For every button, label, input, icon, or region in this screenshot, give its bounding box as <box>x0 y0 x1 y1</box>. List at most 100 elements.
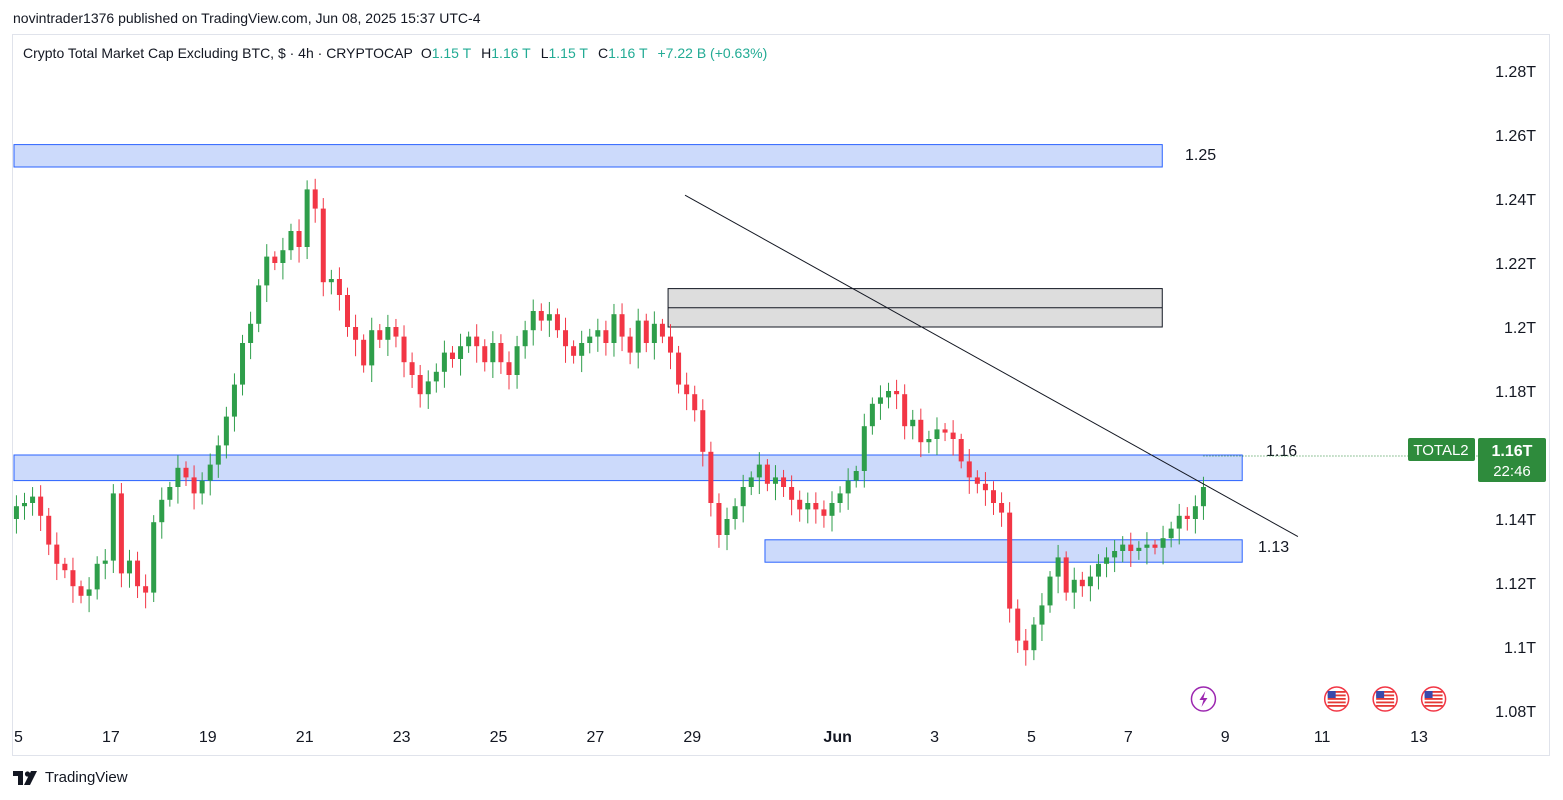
candle-down <box>643 320 649 343</box>
us-flag-icon-stripe <box>1424 698 1443 700</box>
candle-up <box>441 352 447 372</box>
candle-up <box>30 496 36 503</box>
candle-up <box>1136 547 1142 551</box>
legend-symbol[interactable]: Crypto Total Market Cap Excluding BTC, $… <box>23 45 413 61</box>
x-tick-label: 19 <box>199 729 217 746</box>
us-flag-icon[interactable] <box>1420 686 1447 712</box>
descending-trendline <box>684 194 1299 538</box>
lightning-icon[interactable] <box>1190 686 1217 712</box>
candle-down <box>619 314 625 337</box>
us-flag-icon-stripe <box>1424 694 1443 697</box>
price-tag-bg <box>1478 438 1546 482</box>
candle-up <box>611 314 617 343</box>
candle-down <box>312 189 318 209</box>
legend-high-value: 1.16 T <box>491 45 531 61</box>
candle-up <box>248 323 254 343</box>
candle-up <box>772 477 778 484</box>
candle-down <box>684 384 690 395</box>
last-price-tag: TOTAL2 1.16T 22:46 <box>1203 438 1546 482</box>
candle-up <box>1192 506 1198 519</box>
x-tick-label: 27 <box>587 729 605 746</box>
us-flag-icon-stripe <box>1327 691 1346 693</box>
candle-down <box>571 346 577 356</box>
candle-up <box>1039 605 1045 625</box>
candle-down <box>409 362 415 375</box>
zones-layer <box>13 144 1243 563</box>
candle-down <box>764 464 770 484</box>
footer-brand[interactable]: TradingView <box>13 769 128 786</box>
us-flag-icon-stripe <box>1376 691 1395 693</box>
candle-down <box>78 586 84 596</box>
tradingview-logo-icon <box>13 770 39 785</box>
candle-down <box>353 327 359 340</box>
candle-down <box>659 323 665 337</box>
us-flag-icon-stripe <box>1376 705 1395 707</box>
candle-down <box>70 570 76 587</box>
candle-up <box>579 343 585 356</box>
candle-up <box>94 563 100 590</box>
candle-up <box>651 323 657 343</box>
us-flag-icon-stripe <box>1424 705 1443 707</box>
candle-down <box>498 343 504 363</box>
candle-up <box>231 384 237 417</box>
us-flag-icon-canton <box>1327 691 1336 698</box>
candle-down <box>344 295 351 327</box>
candle-down <box>393 327 399 337</box>
symbol-tag-label: TOTAL2 <box>1413 442 1468 459</box>
us-flag-icon-stripe <box>1376 701 1395 704</box>
us-flag-icon-stripe <box>1424 691 1443 693</box>
candle-up <box>425 381 431 395</box>
candle-up <box>207 464 213 481</box>
candle-up <box>635 320 641 353</box>
candle-up <box>433 371 439 382</box>
candle-down <box>191 477 197 494</box>
zone-support-1.16 <box>13 454 1243 482</box>
candle-down <box>377 330 383 340</box>
candle-down <box>1184 515 1190 519</box>
us-flag-icon[interactable] <box>1372 686 1398 712</box>
legend-low-label: L <box>540 45 549 61</box>
x-tick-label: 5 <box>14 729 23 746</box>
us-flag-icon[interactable] <box>1323 686 1350 712</box>
candle-up <box>546 314 552 321</box>
candle-down <box>38 496 44 516</box>
y-tick-label: 1.22T <box>1495 256 1536 273</box>
candle-up <box>1160 538 1166 548</box>
candle-up <box>934 429 940 439</box>
candle-up <box>1031 624 1037 651</box>
candle-up <box>530 311 536 331</box>
x-tick-label: 21 <box>296 729 314 746</box>
candle-down <box>54 544 60 564</box>
y-tick-label: 1.2T <box>1504 320 1536 337</box>
candle-up <box>845 480 851 494</box>
candle-up <box>805 503 811 510</box>
candle-down <box>449 352 455 359</box>
candle-down <box>1128 544 1134 551</box>
candle-up <box>159 499 165 523</box>
y-tick-label: 1.12T <box>1495 576 1536 593</box>
candles-layer <box>13 178 1206 666</box>
candle-down <box>563 330 569 347</box>
candle-down <box>999 503 1005 513</box>
candle-up <box>288 231 294 251</box>
candle-up <box>1047 576 1053 606</box>
candle-up <box>458 346 464 359</box>
candle-down <box>1023 640 1029 651</box>
candle-down <box>627 336 633 353</box>
x-tick-label: 9 <box>1221 729 1230 746</box>
candle-up <box>514 346 520 375</box>
candle-down <box>1152 544 1158 548</box>
candle-down <box>821 509 827 516</box>
candle-up <box>110 493 116 561</box>
candle-down <box>361 339 367 366</box>
candle-up <box>1200 487 1206 507</box>
x-tick-label: 25 <box>490 729 508 746</box>
legend-close-label: C <box>597 45 609 61</box>
candle-up <box>886 391 892 398</box>
candle-up <box>877 397 883 404</box>
candle-down <box>603 330 609 343</box>
candle-up <box>740 487 746 507</box>
candle-up <box>304 189 310 247</box>
candle-down <box>143 586 149 593</box>
